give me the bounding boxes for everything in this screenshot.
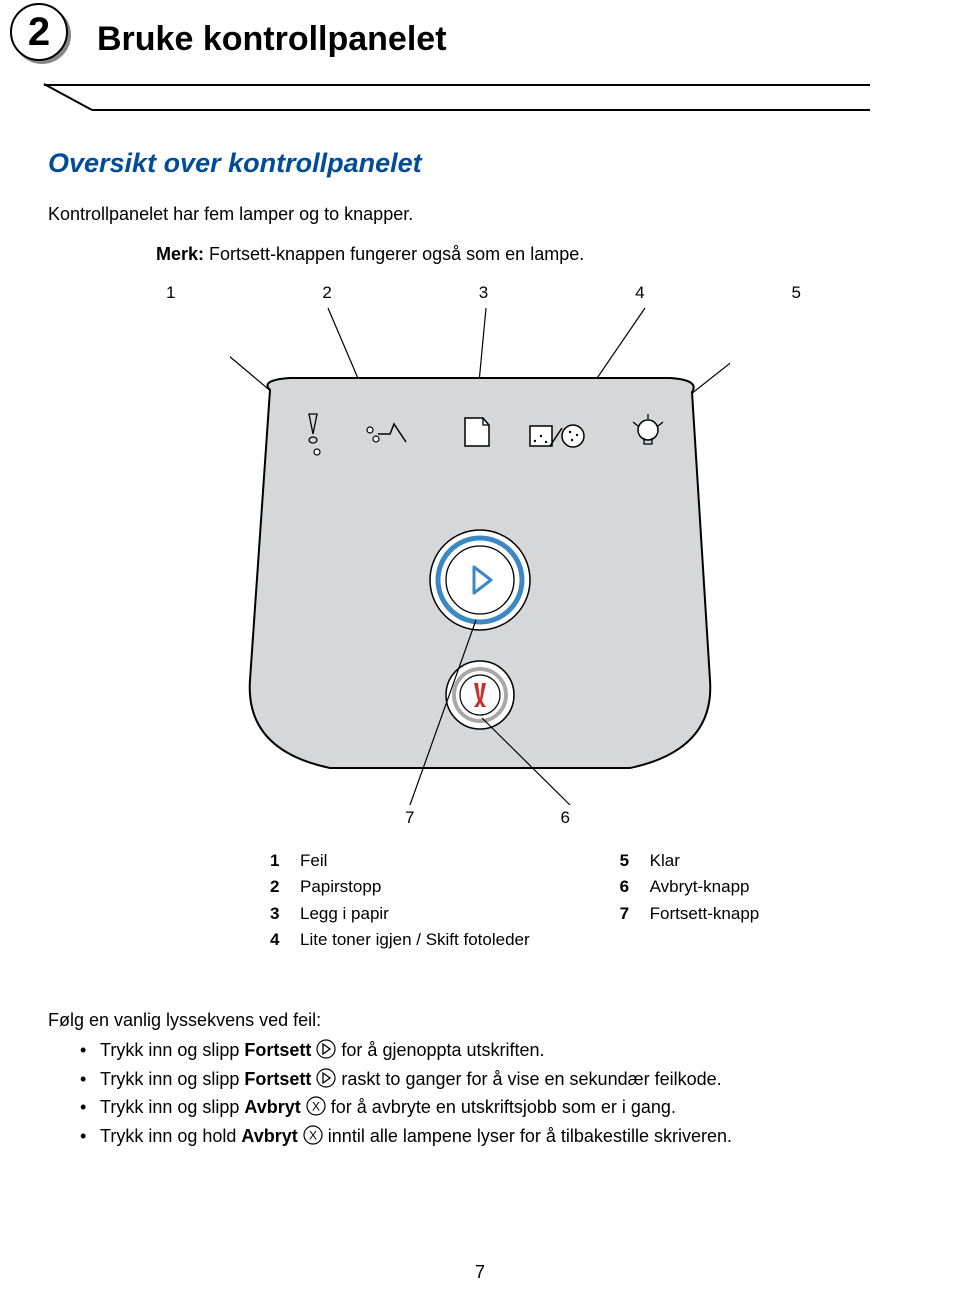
- chapter-number-badge: 2: [10, 3, 68, 61]
- chapter-diagonal-line: [44, 84, 92, 110]
- list-item: Trykk inn og slipp Fortsett for å gjenop…: [80, 1036, 868, 1064]
- chapter-rule: [44, 84, 870, 86]
- list-item: Trykk inn og hold Avbryt X inntil alle l…: [80, 1122, 868, 1150]
- instructions-block: Følg en vanlig lyssekvens ved feil: Tryk…: [48, 1006, 868, 1150]
- note-line: Merk: Fortsett-knappen fungerer også som…: [156, 244, 584, 265]
- list-item: Trykk inn og slipp Avbryt X for å avbryt…: [80, 1093, 868, 1121]
- control-panel-diagram: [230, 300, 730, 805]
- intro-text: Kontrollpanelet har fem lamper og to kna…: [48, 204, 413, 225]
- instructions-heading: Følg en vanlig lyssekvens ved feil:: [48, 1006, 868, 1034]
- legend-table: 1Feil 2Papirstopp 3Legg i papir 4Lite to…: [270, 848, 759, 953]
- callout-1: 1: [166, 283, 175, 303]
- page-number: 7: [0, 1262, 960, 1283]
- continue-icon: [316, 1068, 336, 1088]
- list-item: Trykk inn og slipp Fortsett raskt to gan…: [80, 1065, 868, 1093]
- svg-text:X: X: [312, 1100, 320, 1114]
- continue-icon: [316, 1039, 336, 1059]
- callout-7: 7: [405, 808, 414, 828]
- cancel-icon: X: [303, 1125, 323, 1145]
- callouts-bottom: 7 6: [405, 808, 570, 828]
- chapter-title: Bruke kontrollpanelet: [97, 20, 447, 59]
- section-subtitle: Oversikt over kontrollpanelet: [48, 148, 422, 179]
- svg-text:X: X: [309, 1128, 317, 1142]
- legend-col-left: 1Feil 2Papirstopp 3Legg i papir 4Lite to…: [270, 848, 530, 953]
- instructions-list: Trykk inn og slipp Fortsett for å gjenop…: [48, 1036, 868, 1150]
- legend-col-right: 5Klar 6Avbryt-knapp 7Fortsett-knapp: [620, 848, 760, 953]
- cancel-icon: X: [306, 1096, 326, 1116]
- callout-6: 6: [561, 808, 570, 828]
- callout-5: 5: [792, 283, 801, 303]
